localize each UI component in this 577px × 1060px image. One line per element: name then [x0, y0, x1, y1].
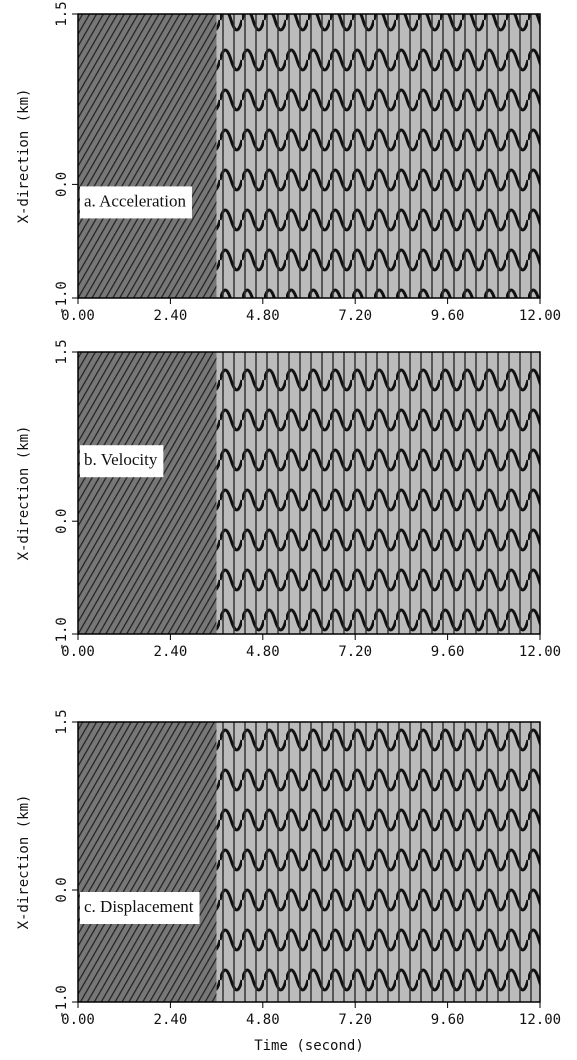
x-tick-label: 7.20	[338, 1012, 372, 1028]
trace-background	[78, 352, 217, 634]
y-axis-label: X-direction (km)	[16, 795, 32, 930]
x-tick-label: 2.40	[154, 644, 188, 660]
trace-background	[216, 14, 540, 298]
annotation-box: b. Velocity	[80, 445, 164, 478]
x-tick-label: 9.60	[431, 308, 465, 324]
annotation-box: c. Displacement	[80, 892, 200, 924]
x-tick-label: 4.80	[246, 308, 280, 324]
annotation: a. Acceleration	[84, 191, 186, 210]
x-tick-label: 2.40	[154, 1012, 188, 1028]
x-tick-label: 0.00	[61, 1012, 95, 1028]
plot-frame	[77, 721, 541, 1003]
annotation-bg	[80, 892, 200, 924]
x-tick-label: 9.60	[431, 644, 465, 660]
x-tick-label: 7.20	[338, 644, 372, 660]
y-tick-label: 1.5	[54, 339, 70, 364]
x-tick-label: 12.00	[519, 1012, 561, 1028]
y-axis-label: X-direction (km)	[16, 426, 32, 561]
x-tick-label: 0.00	[61, 644, 95, 660]
y-axis-label: X-direction (km)	[16, 89, 32, 224]
x-tick-label: 12.00	[519, 644, 561, 660]
x-tick-label: 4.80	[246, 1012, 280, 1028]
x-tick-label: 9.60	[431, 1012, 465, 1028]
plot-frame	[77, 13, 541, 299]
x-tick-label: 0.00	[61, 308, 95, 324]
x-tick-label: 4.80	[246, 644, 280, 660]
x-tick-label: 2.40	[154, 308, 188, 324]
annotation-box: a. Acceleration	[80, 186, 192, 219]
annotation-bg	[80, 445, 164, 478]
annotation-bg	[80, 186, 192, 219]
plot-frame	[77, 351, 541, 635]
y-tick-label: 0.0	[54, 509, 70, 534]
trace-background	[216, 722, 540, 1002]
y-tick-label: -1.0	[54, 985, 70, 1019]
x-axis-label: Time (second)	[254, 1038, 364, 1054]
x-tick-label: 12.00	[519, 308, 561, 324]
trace-background	[78, 14, 217, 298]
annotation: b. Velocity	[84, 450, 158, 469]
x-tick-label: 7.20	[338, 308, 372, 324]
y-tick-label: 1.5	[54, 709, 70, 734]
annotation: c. Displacement	[84, 897, 194, 916]
y-tick-label: 1.5	[54, 1, 70, 26]
trace-background	[78, 722, 217, 1002]
trace-background	[216, 352, 540, 634]
y-tick-label: 0.0	[54, 877, 70, 902]
y-tick-label: -1.0	[54, 281, 70, 315]
y-tick-label: 0.0	[54, 172, 70, 197]
y-tick-label: -1.0	[54, 617, 70, 651]
